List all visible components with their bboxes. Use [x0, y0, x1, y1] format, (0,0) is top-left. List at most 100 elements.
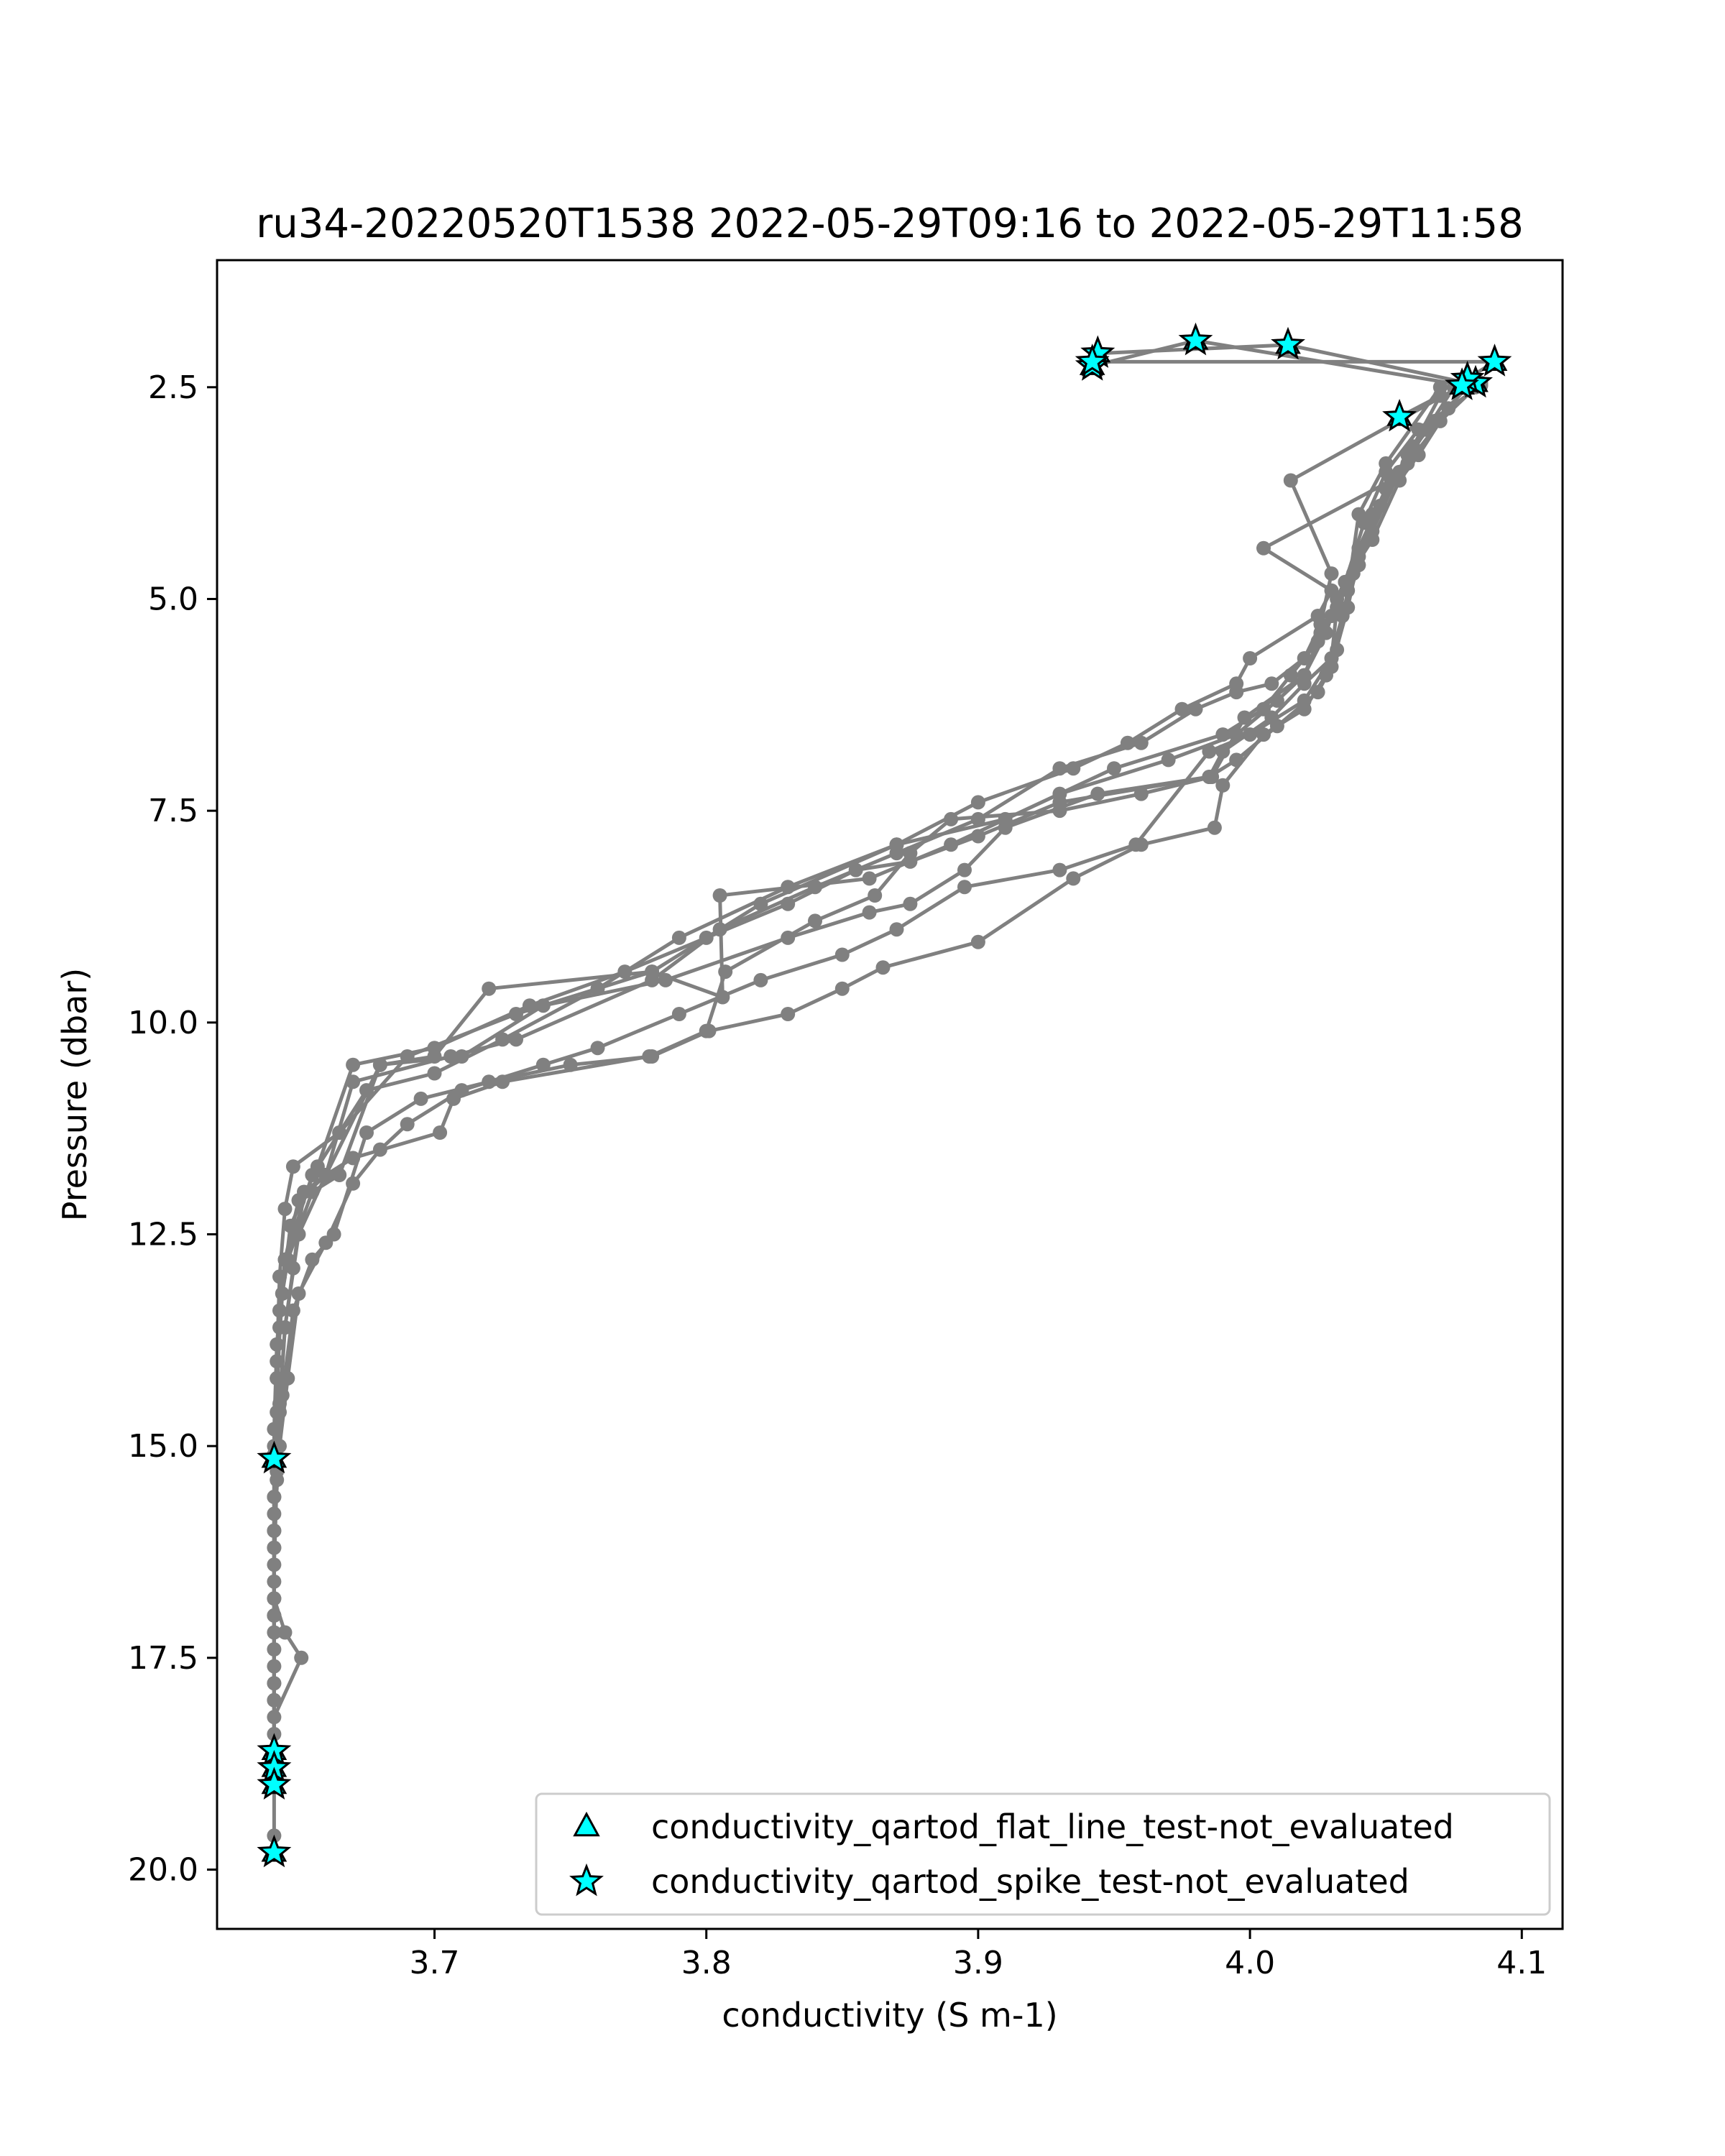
data-point: [903, 896, 918, 911]
legend: conductivity_qartod_flat_line_test-not_e…: [535, 1792, 1551, 1916]
profile-line: [272, 384, 1482, 1751]
data-point: [443, 1049, 459, 1064]
axes-frame: [216, 259, 1564, 1930]
data-point: [645, 1049, 660, 1064]
spike-marker: [1382, 398, 1417, 432]
y-tick-label: 20.0: [128, 1851, 198, 1888]
data-point: [326, 1227, 341, 1242]
data-point: [875, 960, 891, 975]
data-point: [1297, 668, 1312, 683]
data-point: [1207, 820, 1222, 835]
data-point: [1174, 701, 1190, 717]
data-point: [1319, 668, 1333, 683]
data-point: [427, 1041, 442, 1056]
plot-area: [257, 322, 1512, 1868]
data-point: [671, 1007, 686, 1021]
data-point: [1133, 837, 1149, 852]
data-point: [834, 947, 850, 962]
data-point: [291, 1227, 306, 1242]
y-tick-label: 2.5: [148, 369, 198, 406]
legend-star-icon: [569, 1863, 604, 1897]
data-point: [1202, 744, 1217, 759]
data-point: [834, 981, 850, 996]
data-point: [1066, 871, 1081, 886]
data-point: [808, 913, 822, 929]
data-point: [1324, 583, 1339, 598]
data-point: [1310, 609, 1325, 623]
data-point: [903, 846, 918, 861]
data-point: [712, 888, 727, 903]
data-point: [1400, 448, 1415, 463]
data-point: [944, 811, 959, 826]
y-axis: 2.5 5.0 7.5 10.0 12.5 15.0 17.5 20.0: [128, 369, 217, 1888]
data-point: [277, 1320, 293, 1335]
y-tick-label: 5.0: [148, 581, 198, 617]
data-point: [1379, 464, 1394, 479]
data-point: [359, 1083, 374, 1098]
data-point: [1365, 507, 1380, 522]
data-point: [645, 972, 660, 987]
data-point: [446, 1091, 461, 1106]
data-point: [482, 1074, 497, 1089]
data-point: [1229, 676, 1244, 691]
data-point: [267, 1608, 282, 1623]
data-point: [590, 981, 605, 996]
data-point: [781, 1007, 796, 1021]
data-point: [1256, 727, 1271, 742]
data-point: [522, 998, 537, 1013]
x-axis: 3.7 3.8 3.9 4.0 4.1: [410, 1929, 1547, 1981]
data-point: [277, 1202, 293, 1217]
data-point: [1052, 803, 1067, 819]
data-point: [671, 930, 686, 945]
y-tick-label: 7.5: [148, 793, 198, 829]
legend-triangle-icon: [573, 1811, 600, 1837]
data-point: [346, 1074, 361, 1089]
x-tick-label: 4.0: [1225, 1945, 1275, 1981]
x-axis-label: conductivity (S m-1): [722, 1996, 1057, 2035]
x-tick-label: 4.1: [1496, 1945, 1547, 1981]
data-point: [718, 964, 733, 980]
x-tick-label: 3.8: [681, 1945, 732, 1981]
spike-marker: [1477, 344, 1512, 377]
data-point: [305, 1252, 320, 1267]
data-point: [1243, 727, 1258, 742]
data-point: [332, 1168, 347, 1182]
spike-marker: [257, 1834, 292, 1868]
data-point: [889, 922, 904, 937]
data-point: [1351, 558, 1366, 573]
data-point: [332, 1125, 347, 1140]
spike-marker: [257, 1440, 292, 1474]
data-point: [868, 888, 883, 903]
data-point: [1313, 625, 1328, 640]
data-point: [285, 1159, 300, 1174]
data-point: [267, 1540, 282, 1555]
data-point: [400, 1117, 415, 1132]
legend-box: [535, 1792, 1551, 1916]
data-point: [294, 1650, 309, 1665]
spike-marker: [1178, 322, 1213, 356]
data-point: [1335, 609, 1350, 623]
data-point: [957, 862, 972, 877]
data-point: [1133, 786, 1149, 801]
data-point: [862, 871, 877, 886]
data-point: [1133, 735, 1149, 750]
data-point: [1324, 566, 1339, 581]
data-point: [1264, 676, 1279, 691]
data-point: [1107, 761, 1121, 776]
y-tick-label: 15.0: [128, 1428, 198, 1465]
data-point: [1066, 761, 1081, 776]
data-point: [1052, 862, 1067, 877]
data-point: [482, 981, 497, 996]
data-point: [970, 829, 985, 844]
data-point: [808, 880, 822, 895]
data-point: [495, 1032, 510, 1047]
data-point: [1283, 473, 1298, 488]
data-point: [277, 1252, 293, 1267]
data-point: [427, 1066, 442, 1081]
data-point: [277, 1625, 293, 1640]
data-point: [413, 1091, 428, 1106]
legend-label: conductivity_qartod_flat_line_test-not_e…: [651, 1807, 1454, 1846]
data-point: [433, 1125, 448, 1140]
data-point: [781, 880, 796, 895]
